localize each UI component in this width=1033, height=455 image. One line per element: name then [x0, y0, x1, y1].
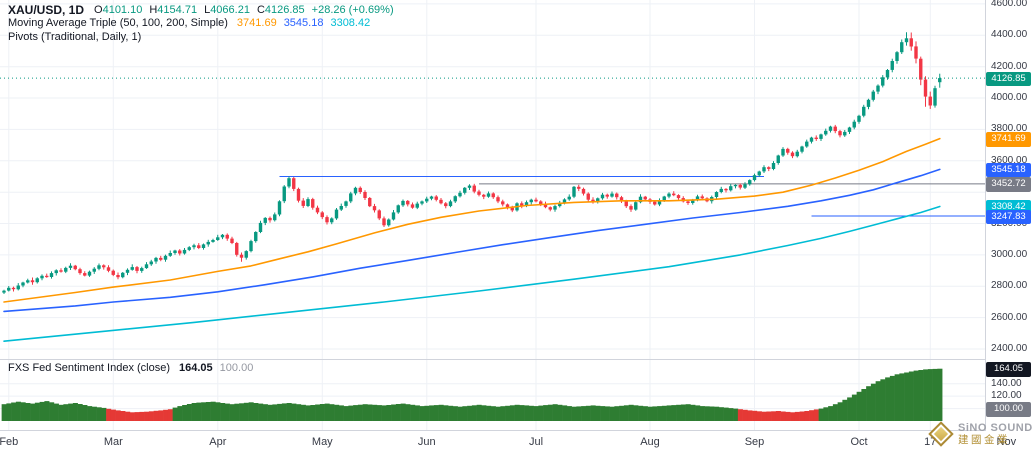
- sentiment-tick: 140.00: [991, 377, 1022, 389]
- legend-symbol-row[interactable]: XAU/USD, 1D O4101.10 H4154.71 L4066.21 C…: [8, 3, 394, 17]
- ma-title: Moving Average Triple (50, 100, 200, Sim…: [8, 17, 228, 29]
- low-label: L: [204, 4, 211, 16]
- time-tick-Oct: Oct: [850, 436, 868, 448]
- sentiment-tick: 120.00: [991, 390, 1022, 402]
- price-tick: 4000.00: [991, 92, 1028, 104]
- close-pair: C4126.85: [257, 4, 305, 16]
- ma100-value: 3545.18: [283, 17, 324, 29]
- time-tick-Aug: Aug: [640, 436, 660, 448]
- price-axis[interactable]: 4600.00 4400.00 4200.00 4000.00 3800.00 3600.…: [986, 0, 1033, 432]
- time-axis[interactable]: Feb Mar Apr May Jun Jul Aug Sep Oct 17 Nov: [0, 432, 1033, 455]
- time-tick-Jul: Jul: [528, 436, 544, 448]
- sentiment-value: 164.05: [179, 362, 213, 374]
- close-label: C: [256, 4, 265, 16]
- low-pair: L4066.21: [204, 4, 250, 16]
- change-value: +28.26 (+0.69%): [311, 4, 394, 16]
- price-tick: 2600.00: [991, 311, 1028, 323]
- brand-name-cn: 建國金業: [958, 434, 1010, 446]
- time-tick-Sep: Sep: [744, 436, 765, 448]
- watermark: SiNO SOUND 建國金業: [928, 421, 1033, 447]
- price-tick: 3000.00: [991, 248, 1028, 260]
- pivots-title: Pivots (Traditional, Daily, 1): [8, 31, 142, 43]
- time-tick-Jun: Jun: [417, 436, 436, 448]
- close-value: 4126.85: [264, 4, 305, 16]
- price-tick: 4200.00: [991, 60, 1028, 72]
- time-tick-May: May: [311, 436, 333, 448]
- open-label: O: [94, 4, 103, 16]
- ma50-badge: 3741.69: [986, 132, 1031, 147]
- pivot-p-badge: 3452.72: [986, 177, 1031, 192]
- high-label: H: [149, 4, 158, 16]
- pivot-s1-badge: 3247.83: [986, 209, 1031, 225]
- price-tick: 2400.00: [991, 343, 1028, 355]
- ma100-badge: 3545.18: [986, 162, 1031, 178]
- ma50-value: 3741.69: [236, 17, 277, 29]
- legend-pivots-row[interactable]: Pivots (Traditional, Daily, 1): [8, 31, 143, 43]
- price-tick: 2800.00: [991, 280, 1028, 292]
- time-tick-Feb: Feb: [0, 436, 19, 448]
- sentiment-title: FXS Fed Sentiment Index (close): [8, 362, 171, 374]
- price-tick: 3600.00: [991, 154, 1028, 166]
- last-price-badge: 4126.85: [986, 71, 1031, 87]
- time-tick-Mar: Mar: [103, 436, 123, 448]
- sentiment-value-badge: 164.05: [986, 362, 1031, 377]
- high-value: 4154.71: [157, 4, 198, 16]
- brand-name: SiNO SOUND: [958, 422, 1033, 434]
- brand-diamond-icon: [928, 421, 954, 447]
- sentiment-base: 100.00: [219, 362, 254, 374]
- sentiment-base-badge: 100.00: [986, 402, 1031, 417]
- legend-sentiment-row[interactable]: FXS Fed Sentiment Index (close) 164.05 1…: [8, 362, 253, 374]
- symbol-title: XAU/USD, 1D: [8, 3, 85, 17]
- low-value: 4066.21: [210, 4, 250, 16]
- open-value: 4101.10: [102, 4, 143, 16]
- price-tick: 3800.00: [991, 123, 1028, 135]
- price-tick: 4600.00: [991, 0, 1028, 9]
- time-tick-Apr: Apr: [209, 436, 227, 448]
- legend-ma-row[interactable]: Moving Average Triple (50, 100, 200, Sim…: [8, 17, 370, 29]
- ma200-value: 3308.42: [330, 17, 371, 29]
- high-pair: H4154.71: [149, 4, 197, 16]
- time-tick-Nov: Nov: [996, 436, 1017, 448]
- open-pair: O4101.10: [94, 4, 142, 16]
- price-tick: 4400.00: [991, 29, 1028, 41]
